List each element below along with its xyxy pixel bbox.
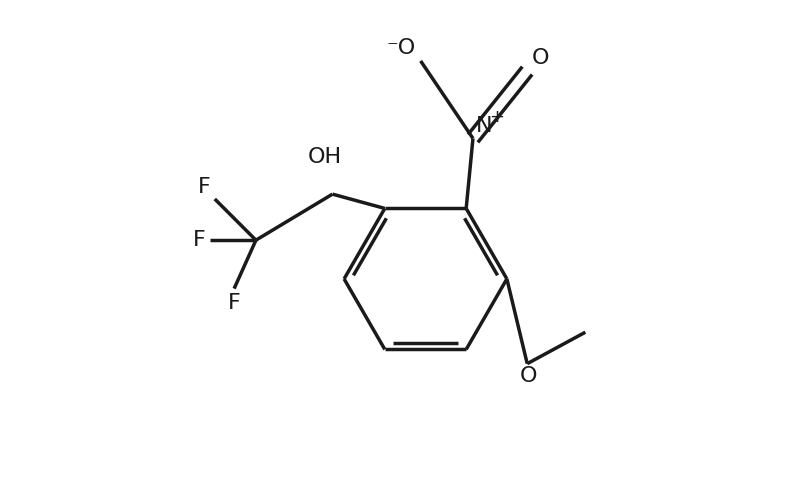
Text: ⁻O: ⁻O [387, 39, 416, 58]
Text: OH: OH [308, 147, 342, 168]
Text: F: F [228, 294, 240, 314]
Text: +: + [489, 108, 504, 126]
Text: F: F [198, 176, 211, 196]
Text: N: N [475, 116, 492, 136]
Text: F: F [193, 230, 206, 250]
Text: O: O [532, 48, 549, 68]
Text: O: O [520, 366, 537, 386]
